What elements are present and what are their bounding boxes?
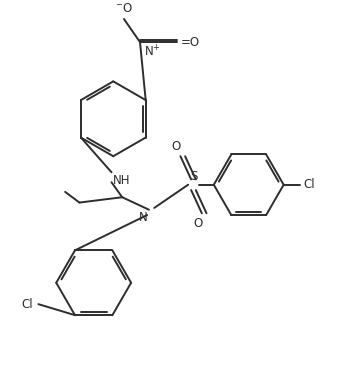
Text: $^{-}$O: $^{-}$O	[115, 3, 133, 16]
Text: NH: NH	[113, 174, 131, 187]
Text: Cl: Cl	[303, 178, 315, 191]
Text: O: O	[172, 139, 181, 153]
Text: Cl: Cl	[21, 297, 33, 311]
Text: O: O	[193, 217, 202, 230]
Text: S: S	[190, 170, 197, 183]
Text: N$^{+}$: N$^{+}$	[144, 44, 160, 59]
Text: =O: =O	[181, 36, 200, 49]
Text: N: N	[138, 212, 147, 225]
